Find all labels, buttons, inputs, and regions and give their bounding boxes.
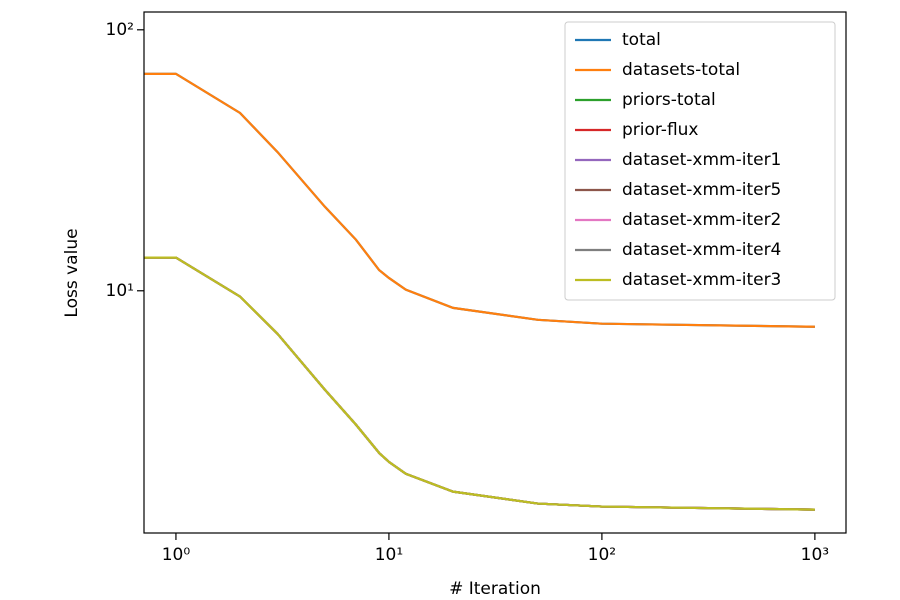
- y-axis-label: Loss value: [62, 228, 82, 317]
- legend-label: dataset-xmm-iter5: [622, 180, 781, 200]
- y-tick-label: 10²: [106, 20, 134, 40]
- line-series: [144, 256, 815, 511]
- legend-label: dataset-xmm-iter4: [622, 240, 781, 260]
- legend-label: dataset-xmm-iter2: [622, 210, 781, 230]
- legend-label: prior-flux: [622, 120, 698, 140]
- plot-frame: [143, 11, 847, 534]
- legend-label: dataset-xmm-iter1: [622, 150, 781, 170]
- x-tick-label: 10³: [801, 545, 829, 565]
- legend-label: priors-total: [622, 90, 716, 110]
- x-tick-label: 10⁰: [162, 545, 191, 565]
- legend-box: [564, 21, 836, 301]
- x-tick-label: 10¹: [375, 545, 403, 565]
- legend-label: datasets-total: [622, 60, 740, 80]
- line-series: [144, 72, 815, 328]
- x-axis-label: # Iteration: [449, 579, 541, 599]
- legend-label: total: [622, 30, 661, 50]
- legend-label: dataset-xmm-iter3: [622, 270, 781, 290]
- y-tick-label: 10¹: [106, 281, 134, 301]
- x-tick-label: 10²: [588, 545, 616, 565]
